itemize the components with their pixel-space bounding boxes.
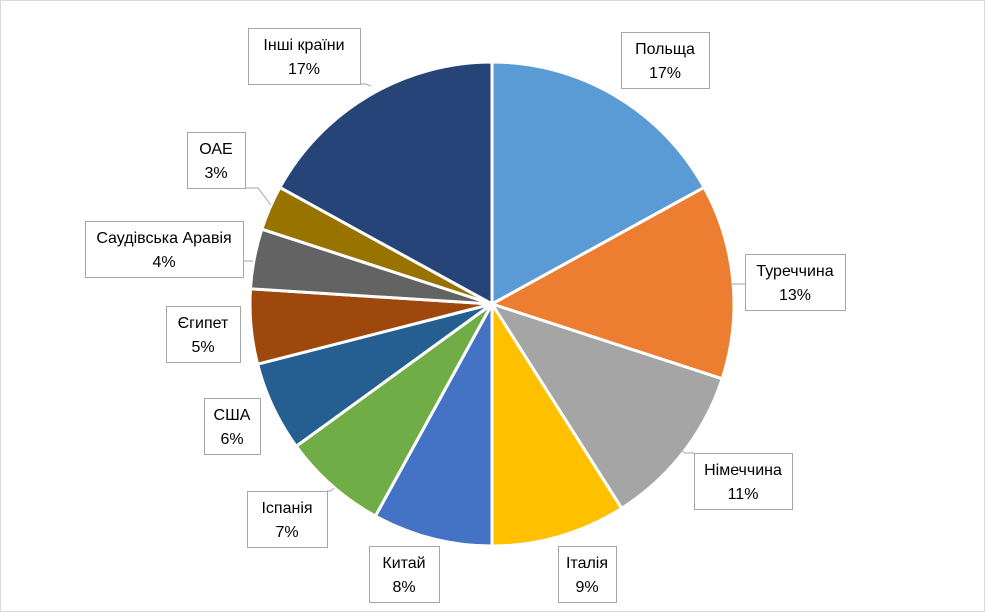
slice-category-label: Польща <box>635 41 695 58</box>
slice-value-label: 13% <box>779 287 811 304</box>
data-label-1: Польща 17% <box>621 32 710 89</box>
data-label-3: Німеччина 11% <box>694 453 793 510</box>
slice-category-label: Німеччина <box>704 462 782 479</box>
slice-category-label: США <box>214 407 251 424</box>
slice-category-label: Іспанія <box>261 500 312 517</box>
data-label-box <box>694 453 793 510</box>
data-label-box <box>369 546 440 603</box>
data-label-8: Єгипет 5% <box>166 306 241 363</box>
leader-line <box>245 187 272 206</box>
data-label-10: ОАЕ 3% <box>187 132 246 189</box>
slices-layer <box>248 60 736 548</box>
leader-line <box>360 83 372 87</box>
slice-category-label: Китай <box>382 555 425 572</box>
pie-slice-3 <box>490 302 724 510</box>
data-label-box <box>745 254 846 311</box>
slice-value-label: 17% <box>649 65 681 82</box>
data-label-box <box>85 221 244 278</box>
labels-layer: Польща 17% Туреччина 13% Німеччина 11% Італія 9… <box>85 28 846 603</box>
slice-value-label: 4% <box>152 254 175 271</box>
slice-value-label: 6% <box>220 431 243 448</box>
data-label-box <box>248 28 361 85</box>
data-label-box <box>166 306 241 363</box>
pie-slice-4 <box>490 302 624 548</box>
slice-value-label: 9% <box>575 579 598 596</box>
slice-value-label: 7% <box>275 524 298 541</box>
data-label-4: Італія 9% <box>558 546 617 603</box>
pie-slice-1 <box>490 60 706 306</box>
slice-value-label: 3% <box>204 165 227 182</box>
pie-slice-2 <box>490 185 736 381</box>
data-label-6: Іспанія 7% <box>247 491 328 548</box>
slice-category-label: Туреччина <box>756 263 833 280</box>
data-label-2: Туреччина 13% <box>745 254 846 311</box>
slice-category-label: Інші країни <box>263 37 344 54</box>
data-label-box <box>621 32 710 89</box>
leader-line <box>327 487 335 492</box>
data-label-box <box>187 132 246 189</box>
leaders-layer <box>243 83 745 492</box>
slice-value-label: 17% <box>288 61 320 78</box>
slice-category-label: Італія <box>566 555 608 572</box>
data-label-11: Інші країни 17% <box>248 28 361 85</box>
slice-category-label: Єгипет <box>178 315 229 332</box>
slice-category-label: ОАЕ <box>199 141 232 158</box>
data-label-box <box>204 398 261 455</box>
data-label-7: США 6% <box>204 398 261 455</box>
data-label-box <box>558 546 617 603</box>
slice-category-label: Саудівська Аравія <box>96 230 231 247</box>
slice-value-label: 8% <box>392 579 415 596</box>
data-label-box <box>247 491 328 548</box>
pie-slice-11 <box>278 60 494 306</box>
slice-value-label: 11% <box>728 486 759 503</box>
pie-slice-6 <box>294 302 494 518</box>
pie-slice-5 <box>373 302 494 548</box>
slice-value-label: 5% <box>191 339 214 356</box>
leader-line <box>675 445 694 454</box>
data-label-5: Китай 8% <box>369 546 440 603</box>
data-label-9: Саудівська Аравія 4% <box>85 221 244 278</box>
